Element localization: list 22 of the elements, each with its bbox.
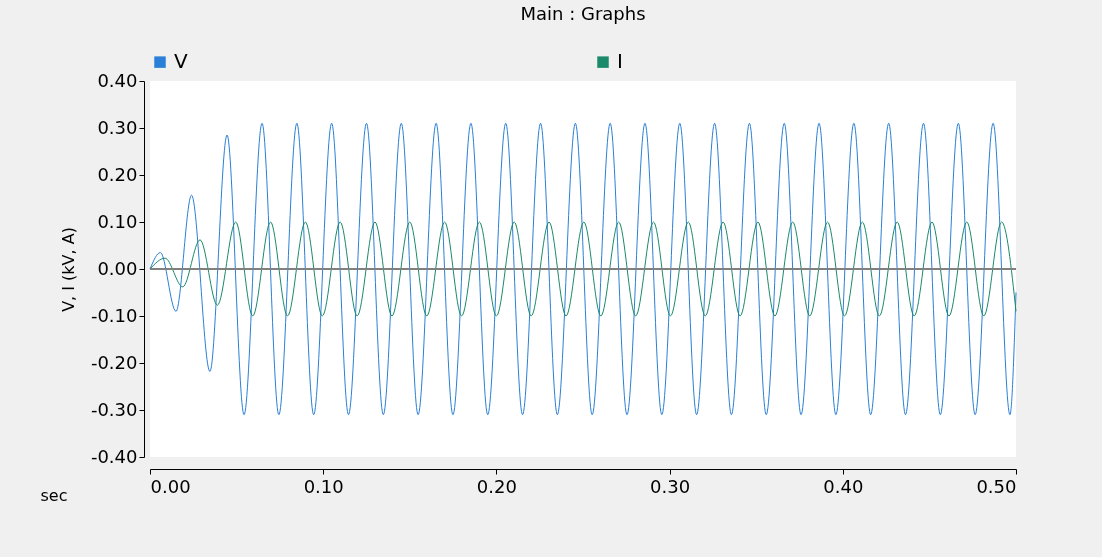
line-series — [149, 221, 1017, 317]
x-tick-label: 0.50 — [976, 475, 1017, 497]
legend-label: I — [617, 49, 623, 74]
y-tick-label: 0.00 — [97, 257, 138, 279]
legend-label: V — [174, 49, 188, 74]
y-tick-label: -0.40 — [90, 445, 138, 467]
x-axis-title: sec — [40, 485, 68, 505]
x-tick-label: 0.40 — [823, 475, 864, 497]
x-tick-label: 0.20 — [476, 475, 517, 497]
x-tick-label: 0.00 — [150, 475, 191, 497]
y-tick-label: -0.30 — [90, 398, 138, 420]
y-tick-label: -0.20 — [90, 351, 138, 373]
chart-title: Main : Graphs — [520, 3, 646, 24]
y-tick-label: 0.20 — [97, 163, 138, 185]
y-tick-label: -0.10 — [90, 304, 138, 326]
y-axis-title: V, I (kV, A) — [58, 227, 78, 312]
y-tick-label: 0.40 — [97, 69, 138, 91]
line-series — [149, 122, 1017, 416]
y-tick-label: 0.10 — [97, 210, 138, 232]
y-tick-label: 0.30 — [97, 116, 138, 138]
x-tick-label: 0.30 — [650, 475, 691, 497]
x-tick-label: 0.10 — [303, 475, 344, 497]
